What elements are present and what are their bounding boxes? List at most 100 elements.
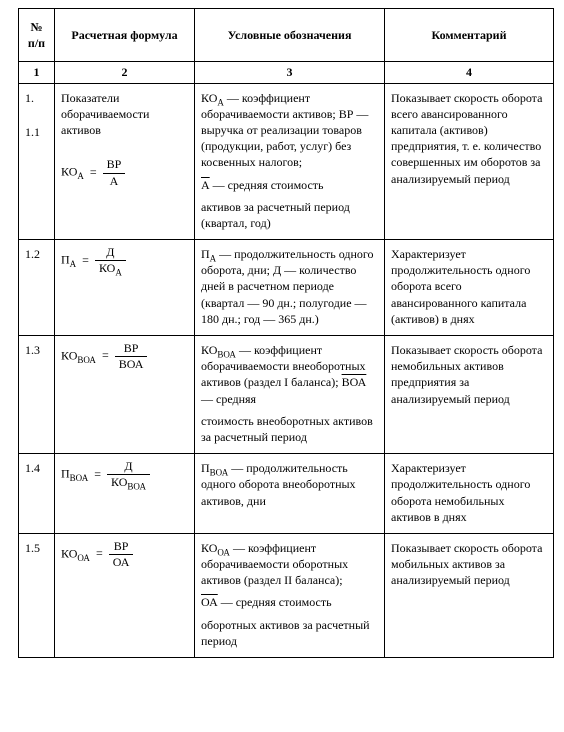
- equals-sign: =: [99, 348, 112, 362]
- formula-lhs-sub: ВОА: [70, 473, 89, 483]
- numrow-2: 2: [55, 62, 195, 83]
- formula-lhs-base: КО: [61, 165, 77, 179]
- col-header-comment: Комментарий: [385, 9, 554, 62]
- definition-line: ОА — средняя стоимость: [201, 594, 378, 610]
- cell-formula: Показатели оборачиваемости активов КОA =…: [55, 83, 195, 240]
- numrow-1: 1: [19, 62, 55, 83]
- cell-num: 1.4: [19, 454, 55, 534]
- table-row: 1.4 ПВОА = Д КОВОА ПВОА — продолжительно…: [19, 454, 554, 534]
- cell-formula: КОВОА = ВР ВОА: [55, 336, 195, 454]
- cell-comment: Показывает скорость оборота немобильных …: [385, 336, 554, 454]
- fraction-den: ВОА: [115, 357, 148, 371]
- fraction-den-sub: A: [115, 268, 122, 278]
- formula-lhs-sub: ВОА: [77, 355, 96, 365]
- formula: ПA = Д КОA: [61, 246, 126, 275]
- col-header-definition: Условные обозначения: [195, 9, 385, 62]
- cell-num: 1.5: [19, 533, 55, 657]
- def-text: — коэффициент оборачиваемости активов; В…: [201, 91, 368, 170]
- col-header-num: № п/п: [19, 9, 55, 62]
- definition-line: активов за расчетный период (квартал, го…: [201, 199, 378, 231]
- formula: ПВОА = Д КОВОА: [61, 460, 150, 489]
- formula-lhs-sub: ОА: [77, 553, 90, 563]
- formula: КОВОА = ВР ВОА: [61, 342, 147, 371]
- cell-definition: КОВОА — коэффициент оборачиваемости внео…: [195, 336, 385, 454]
- cell-definition: ПВОА — продолжительность одного оборота …: [195, 454, 385, 534]
- cell-formula: КООА = ВР ОА: [55, 533, 195, 657]
- table-row: 1.2 ПA = Д КОA ПA — продолжительность од…: [19, 240, 554, 336]
- cell-comment: Показывает скорость оборота всего аванси…: [385, 83, 554, 240]
- cell-num: 1. 1.1: [19, 83, 55, 240]
- formula-lhs-sub: A: [77, 171, 84, 181]
- cell-comment: Характеризует продолжительность одного о…: [385, 240, 554, 336]
- formula-fraction: ВР А: [103, 158, 126, 187]
- page: № п/п Расчетная формула Условные обознач…: [0, 0, 564, 672]
- definition-line: А — средняя стоимость: [201, 177, 378, 193]
- equals-sign: =: [87, 165, 100, 179]
- cell-definition: КОA — коэффициент оборачиваемости активо…: [195, 83, 385, 240]
- formula-fraction: Д КОВОА: [107, 460, 150, 489]
- fraction-den-base: КО: [99, 261, 115, 275]
- def-sym-base: КО: [201, 541, 217, 555]
- def-sym-sub: ВОА: [217, 349, 236, 359]
- cell-definition: КООА — коэффициент оборачиваемости оборо…: [195, 533, 385, 657]
- fraction-num: Д: [107, 460, 150, 475]
- table-row: 1.5 КООА = ВР ОА КООА — коэффициент обор…: [19, 533, 554, 657]
- col-header-formula: Расчетная формула: [55, 9, 195, 62]
- def-sym-base: КО: [201, 343, 217, 357]
- formula-lhs-base: КО: [61, 546, 77, 560]
- equals-sign: =: [91, 467, 104, 481]
- def-text: — средняя стоимость: [218, 595, 332, 609]
- formula-lhs-base: П: [61, 253, 70, 267]
- cell-definition: ПA — продолжительность одного оборота, д…: [195, 240, 385, 336]
- def-sym-base: П: [201, 247, 210, 261]
- equals-sign: =: [79, 253, 92, 267]
- formula-lhs-base: П: [61, 467, 70, 481]
- definition-line: ПA — продолжительность одного оборота, д…: [201, 246, 378, 327]
- formula-fraction: ВР ВОА: [115, 342, 148, 371]
- numrow-3: 3: [195, 62, 385, 83]
- definition-line: КОA — коэффициент оборачиваемости активо…: [201, 90, 378, 171]
- cell-comment: Характеризует продолжительность одного о…: [385, 454, 554, 534]
- cell-formula: ПВОА = Д КОВОА: [55, 454, 195, 534]
- fraction-den-sub: ВОА: [127, 482, 146, 492]
- formula: КОA = ВР А: [61, 158, 125, 187]
- cell-num: 1.2: [19, 240, 55, 336]
- fraction-den: КОВОА: [107, 475, 150, 489]
- fraction-num: Д: [95, 246, 126, 261]
- def-sym-base: П: [201, 461, 210, 475]
- fraction-num: ВР: [115, 342, 148, 357]
- formula: КООА = ВР ОА: [61, 540, 133, 569]
- fraction-num: ВР: [109, 540, 134, 555]
- table-row: 1.3 КОВОА = ВР ВОА КОВОА — коэффициент о…: [19, 336, 554, 454]
- def-text: — средняя стоимость: [210, 178, 324, 192]
- definition-line: оборотных активов за расчетный период: [201, 617, 378, 649]
- formula-fraction: ВР ОА: [109, 540, 134, 569]
- def-sym-base: КО: [201, 91, 217, 105]
- fraction-den: КОA: [95, 261, 126, 275]
- fraction-den-base: КО: [111, 475, 127, 489]
- def-text: — продолжительность одного оборота, дни;…: [201, 247, 374, 326]
- def-sym-overline: ВОА: [342, 375, 367, 389]
- equals-sign: =: [93, 546, 106, 560]
- formula-fraction: Д КОA: [95, 246, 126, 275]
- def-sym-sub: ОА: [217, 547, 230, 557]
- section-title: Показатели оборачиваемости активов: [61, 90, 188, 139]
- cell-formula: ПA = Д КОA: [55, 240, 195, 336]
- cell-num: 1.3: [19, 336, 55, 454]
- definition-line: стоимость внеоборотных активов за расчет…: [201, 413, 378, 445]
- table-row: 1. 1.1 Показатели оборачиваемости активо…: [19, 83, 554, 240]
- formula-lhs-sub: A: [70, 259, 77, 269]
- row-number: 1.1: [25, 124, 48, 140]
- definition-line: ПВОА — продолжительность одного оборота …: [201, 460, 378, 509]
- fraction-num: ВР: [103, 158, 126, 173]
- fraction-den: ОА: [109, 555, 134, 569]
- definition-line: КООА — коэффициент оборачиваемости оборо…: [201, 540, 378, 589]
- formula-table: № п/п Расчетная формула Условные обознач…: [18, 8, 554, 658]
- table-numrow: 1 2 3 4: [19, 62, 554, 83]
- fraction-den: А: [103, 174, 126, 188]
- definition-line: КОВОА — коэффициент оборачиваемости внео…: [201, 342, 378, 407]
- def-sym-overline: ОА: [201, 595, 218, 609]
- def-sym-overline: А: [201, 178, 210, 192]
- cell-comment: Показывает скорость оборота мобильных ак…: [385, 533, 554, 657]
- numrow-4: 4: [385, 62, 554, 83]
